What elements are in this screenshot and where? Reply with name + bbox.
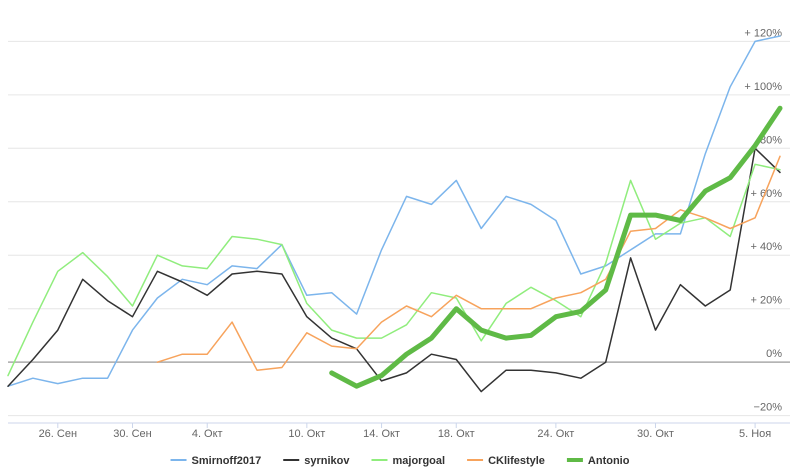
series-line: [329, 105, 783, 389]
x-tick-label: 5. Ноя: [739, 428, 771, 440]
legend-label: Smirnoff2017: [192, 455, 262, 467]
y-tick-label: −20%: [754, 402, 783, 414]
legend-item[interactable]: Smirnoff2017: [170, 455, 262, 467]
x-tick-label: 10. Окт: [288, 428, 325, 440]
x-tick-label: 26. Сен: [39, 428, 77, 440]
x-tick-label: 30. Сен: [113, 428, 151, 440]
legend-label: syrnikov: [304, 455, 350, 467]
legend-item[interactable]: syrnikov: [283, 455, 350, 467]
x-tick-label: 18. Окт: [438, 428, 475, 440]
y-tick-label: + 40%: [751, 241, 783, 253]
legend: Smirnoff2017 syrnikov majorgoal CKlifestyle…: [170, 455, 630, 467]
x-tick-label: 24. Окт: [537, 428, 574, 440]
series-line: [7, 163, 781, 377]
legend-item[interactable]: CKlifestyle: [467, 455, 545, 467]
x-tick-label: 30. Окт: [637, 428, 674, 440]
x-tick-label: 4. Окт: [192, 428, 223, 440]
y-tick-label: + 100%: [744, 81, 782, 93]
series-line: [7, 35, 781, 387]
series-line: [156, 155, 781, 371]
legend-label: majorgoal: [392, 455, 445, 467]
legend-item[interactable]: Antonio: [566, 455, 630, 467]
x-tick-label: 14. Окт: [363, 428, 400, 440]
series-line: [7, 147, 781, 393]
y-tick-label: 0%: [766, 348, 782, 360]
y-tick-label: + 20%: [751, 295, 783, 307]
y-tick-label: + 120%: [744, 27, 782, 39]
y-tick-label: 80%: [760, 134, 782, 146]
y-tick-label: + 60%: [751, 188, 783, 200]
legend-item[interactable]: majorgoal: [371, 455, 445, 467]
legend-label: CKlifestyle: [488, 455, 545, 467]
legend-label: Antonio: [588, 455, 630, 467]
